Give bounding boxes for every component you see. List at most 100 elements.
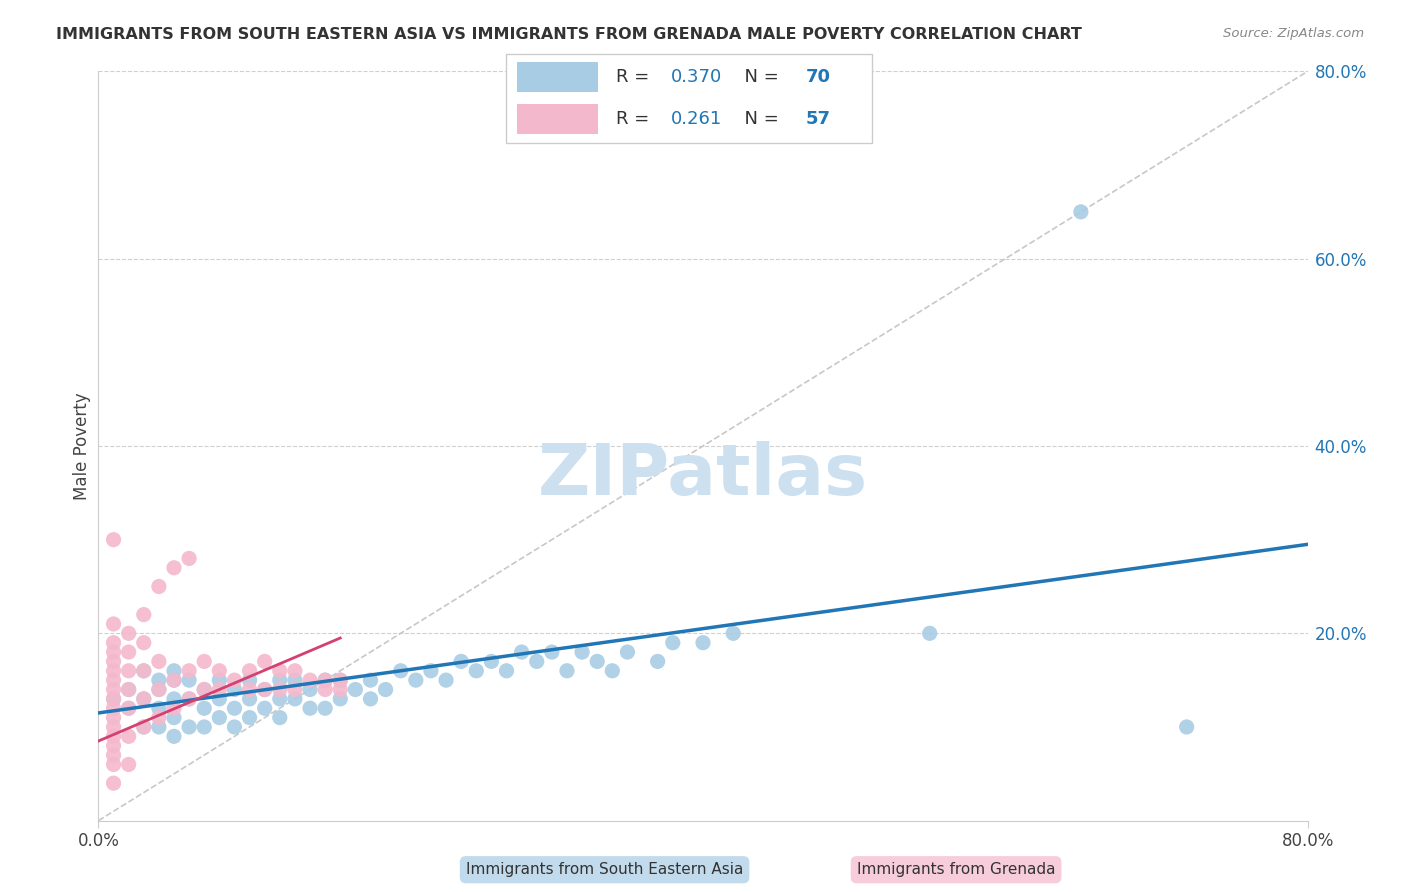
- Point: [179, 720, 201, 734]
- Point: [253, 655, 276, 669]
- Text: R =: R =: [616, 110, 655, 128]
- Point: [526, 655, 548, 669]
- Text: N =: N =: [733, 110, 785, 128]
- Point: [179, 692, 201, 706]
- Point: [163, 561, 186, 575]
- Point: [329, 682, 352, 697]
- Point: [253, 682, 276, 697]
- Point: [918, 626, 941, 640]
- Point: [253, 682, 276, 697]
- Point: [389, 664, 412, 678]
- Point: [132, 720, 155, 734]
- Point: [103, 757, 125, 772]
- Point: [148, 682, 170, 697]
- Point: [163, 673, 186, 688]
- Point: [329, 673, 352, 688]
- Point: [224, 701, 246, 715]
- Point: [163, 692, 186, 706]
- Point: [269, 692, 291, 706]
- Point: [118, 682, 141, 697]
- Point: [132, 692, 155, 706]
- Point: [208, 682, 231, 697]
- Point: [103, 701, 125, 715]
- Point: [224, 682, 246, 697]
- Point: [148, 720, 170, 734]
- Point: [179, 551, 201, 566]
- Point: [193, 720, 215, 734]
- Text: R =: R =: [616, 68, 655, 87]
- Point: [103, 747, 125, 762]
- Point: [208, 664, 231, 678]
- Text: IMMIGRANTS FROM SOUTH EASTERN ASIA VS IMMIGRANTS FROM GRENADA MALE POVERTY CORRE: IMMIGRANTS FROM SOUTH EASTERN ASIA VS IM…: [56, 27, 1083, 42]
- Point: [208, 673, 231, 688]
- Point: [329, 692, 352, 706]
- Point: [299, 682, 322, 697]
- Text: 70: 70: [806, 68, 831, 87]
- Point: [163, 673, 186, 688]
- Point: [299, 673, 322, 688]
- Point: [692, 635, 714, 649]
- Point: [148, 673, 170, 688]
- Point: [103, 692, 125, 706]
- Point: [103, 692, 125, 706]
- Point: [103, 645, 125, 659]
- Point: [555, 664, 578, 678]
- Point: [434, 673, 457, 688]
- Point: [284, 664, 307, 678]
- Text: N =: N =: [733, 68, 785, 87]
- Point: [118, 626, 141, 640]
- Text: Immigrants from South Eastern Asia: Immigrants from South Eastern Asia: [465, 863, 744, 877]
- Point: [179, 664, 201, 678]
- Point: [163, 730, 186, 744]
- Point: [510, 645, 533, 659]
- Point: [224, 720, 246, 734]
- Point: [103, 673, 125, 688]
- Point: [132, 720, 155, 734]
- Point: [132, 692, 155, 706]
- Point: [661, 635, 683, 649]
- Point: [284, 682, 307, 697]
- Point: [239, 664, 262, 678]
- Point: [299, 701, 322, 715]
- Point: [163, 664, 186, 678]
- Point: [148, 710, 170, 724]
- Point: [132, 607, 155, 622]
- Point: [284, 673, 307, 688]
- Point: [179, 673, 201, 688]
- Point: [103, 682, 125, 697]
- Point: [103, 730, 125, 744]
- Point: [103, 710, 125, 724]
- Point: [103, 617, 125, 632]
- Point: [239, 710, 262, 724]
- Bar: [517, 104, 598, 134]
- Point: [329, 673, 352, 688]
- Bar: [517, 62, 598, 92]
- Point: [224, 673, 246, 688]
- Point: [465, 664, 488, 678]
- Point: [239, 692, 262, 706]
- Point: [132, 664, 155, 678]
- Point: [1070, 205, 1092, 219]
- Text: 0.261: 0.261: [671, 110, 721, 128]
- Point: [616, 645, 638, 659]
- Point: [314, 673, 336, 688]
- Point: [148, 682, 170, 697]
- Text: 57: 57: [806, 110, 831, 128]
- Y-axis label: Male Poverty: Male Poverty: [73, 392, 91, 500]
- Point: [723, 626, 745, 640]
- Point: [314, 673, 336, 688]
- Point: [132, 635, 155, 649]
- Point: [314, 701, 336, 715]
- Point: [344, 682, 367, 697]
- Point: [148, 580, 170, 594]
- Point: [239, 682, 262, 697]
- Point: [239, 673, 262, 688]
- Point: [602, 664, 624, 678]
- Point: [193, 701, 215, 715]
- Text: ZIPatlas: ZIPatlas: [538, 442, 868, 510]
- Point: [420, 664, 443, 678]
- Point: [450, 655, 472, 669]
- Text: Immigrants from Grenada: Immigrants from Grenada: [856, 863, 1056, 877]
- Point: [269, 710, 291, 724]
- Point: [118, 757, 141, 772]
